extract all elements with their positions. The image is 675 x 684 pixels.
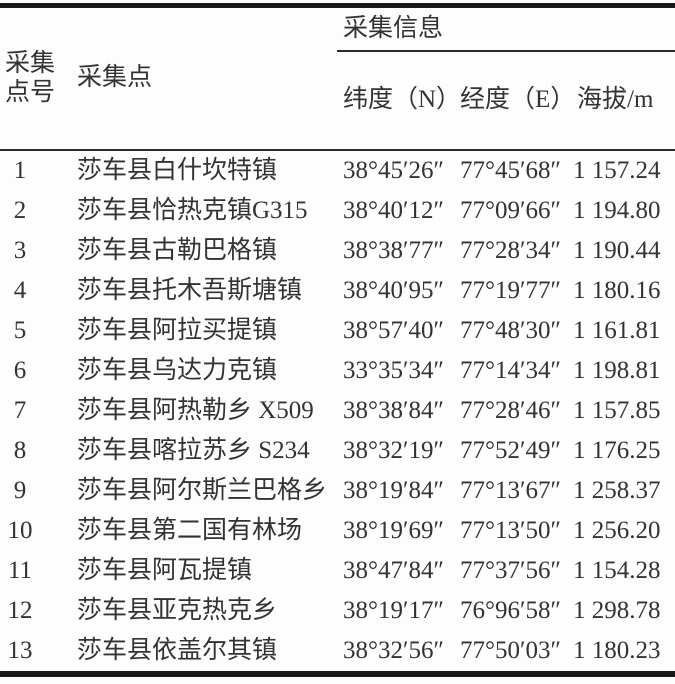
- cell-longitude: 77°37′56″: [460, 556, 561, 584]
- table-row: 8 莎车县喀拉苏乡 S234 38°32′19″ 77°52′49″ 1 176…: [0, 431, 675, 471]
- cell-latitude: 38°32′19″: [343, 436, 444, 464]
- cell-point-number: 11: [7, 556, 33, 584]
- header-sub-row: 纬度（N） 经度（E） 海拔/m: [0, 51, 675, 151]
- header-altitude: 海拔/m: [569, 51, 675, 151]
- cell-longitude: 77°14′34″: [460, 356, 561, 384]
- header-group-row: 采集 点号 采集点 采集信息: [0, 5, 675, 151]
- cell-point-number: 8: [13, 436, 27, 464]
- cell-point-number: 4: [13, 276, 27, 304]
- cell-point-name: 莎车县乌达力克镇: [77, 356, 278, 384]
- table-row: 5 莎车县阿拉买提镇 38°57′40″ 77°48′30″ 1 161.81: [0, 311, 675, 351]
- cell-altitude: 1 157.85: [573, 396, 661, 424]
- header-point-number-line2: 点号: [5, 78, 56, 106]
- cell-latitude: 38°47′84″: [343, 556, 444, 584]
- cell-altitude: 1 154.28: [573, 556, 661, 584]
- cell-point-number: 13: [7, 636, 33, 664]
- collection-points-table: 采集 点号 采集点 采集信息 纬度（N） 经度（E） 海拔/m 1 莎车县白什坎…: [0, 3, 675, 677]
- cell-point-number: 9: [13, 476, 27, 504]
- cell-altitude: 1 180.23: [573, 636, 661, 664]
- header-longitude: 经度（E）: [455, 51, 575, 151]
- table-body: 1 莎车县白什坎特镇 38°45′26″ 77°45′68″ 1 157.24 …: [0, 150, 675, 674]
- cell-point-name: 莎车县第二国有林场: [77, 516, 303, 544]
- table-row: 1 莎车县白什坎特镇 38°45′26″ 77°45′68″ 1 157.24: [0, 150, 675, 191]
- table-row: 12 莎车县亚克热克乡 38°19′17″ 76°96′58″ 1 298.78: [0, 591, 675, 631]
- table-row: 9 莎车县阿尔斯兰巴格乡 38°19′84″ 77°13′67″ 1 258.3…: [0, 471, 675, 511]
- cell-longitude: 77°52′49″: [460, 436, 561, 464]
- cell-point-number: 2: [13, 196, 27, 224]
- cell-point-number: 1: [13, 156, 27, 184]
- cell-latitude: 38°38′84″: [343, 396, 444, 424]
- cell-altitude: 1 190.44: [573, 236, 661, 264]
- cell-latitude: 38°38′77″: [343, 236, 444, 264]
- cell-point-name: 莎车县依盖尔其镇: [77, 636, 278, 664]
- cell-latitude: 38°40′12″: [343, 196, 444, 224]
- cell-latitude: 38°19′69″: [343, 516, 444, 544]
- cell-latitude: 38°32′56″: [343, 636, 444, 664]
- cell-longitude: 77°09′66″: [460, 196, 561, 224]
- cell-point-name: 莎车县古勒巴格镇: [77, 236, 278, 264]
- cell-longitude: 76°96′58″: [460, 596, 561, 624]
- header-point-number-line1: 采集: [5, 49, 56, 77]
- cell-altitude: 1 180.16: [573, 276, 661, 304]
- header-collection-info-spanner: 采集信息: [337, 5, 675, 52]
- cell-latitude: 38°19′17″: [343, 596, 444, 624]
- cell-point-name: 莎车县亚克热克乡: [77, 596, 278, 624]
- cell-point-number: 3: [13, 236, 27, 264]
- cell-altitude: 1 256.20: [573, 516, 661, 544]
- cell-altitude: 1 157.24: [573, 156, 661, 184]
- cell-point-name: 莎车县白什坎特镇: [77, 156, 278, 184]
- cell-altitude: 1 258.37: [573, 476, 661, 504]
- cell-point-name: 莎车县托木吾斯塘镇: [77, 276, 303, 304]
- cell-point-name: 莎车县喀拉苏乡 S234: [77, 436, 310, 464]
- header-point-name: 采集点: [40, 5, 337, 151]
- cell-longitude: 77°50′03″: [460, 636, 561, 664]
- cell-latitude: 38°45′26″: [343, 156, 444, 184]
- cell-point-name: 莎车县阿拉买提镇: [77, 316, 278, 344]
- cell-point-name: 莎车县阿尔斯兰巴格乡: [77, 476, 328, 504]
- cell-altitude: 1 298.78: [573, 596, 661, 624]
- cell-point-name: 莎车县阿热勒乡 X509: [77, 396, 314, 424]
- cell-altitude: 1 161.81: [573, 316, 661, 344]
- cell-latitude: 38°57′40″: [343, 316, 444, 344]
- cell-longitude: 77°13′67″: [460, 476, 561, 504]
- cell-point-number: 12: [7, 596, 33, 624]
- cell-latitude: 38°40′95″: [343, 276, 444, 304]
- cell-point-name: 莎车县恰热克镇G315: [77, 196, 308, 224]
- header-latitude: 纬度（N）: [337, 51, 461, 151]
- table-row: 13 莎车县依盖尔其镇 38°32′56″ 77°50′03″ 1 180.23: [0, 631, 675, 674]
- cell-longitude: 77°28′46″: [460, 396, 561, 424]
- cell-altitude: 1 198.81: [573, 356, 661, 384]
- table-row: 10 莎车县第二国有林场 38°19′69″ 77°13′50″ 1 256.2…: [0, 511, 675, 551]
- table-row: 6 莎车县乌达力克镇 33°35′34″ 77°14′34″ 1 198.81: [0, 351, 675, 391]
- cell-longitude: 77°13′50″: [460, 516, 561, 544]
- cell-longitude: 77°19′77″: [460, 276, 561, 304]
- cell-longitude: 77°28′34″: [460, 236, 561, 264]
- cell-longitude: 77°48′30″: [460, 316, 561, 344]
- cell-point-number: 7: [13, 396, 27, 424]
- cell-latitude: 33°35′34″: [343, 356, 444, 384]
- cell-point-number: 10: [7, 516, 33, 544]
- table-row: 7 莎车县阿热勒乡 X509 38°38′84″ 77°28′46″ 1 157…: [0, 391, 675, 431]
- cell-latitude: 38°19′84″: [343, 476, 444, 504]
- table-row: 11 莎车县阿瓦提镇 38°47′84″ 77°37′56″ 1 154.28: [0, 551, 675, 591]
- table-row: 3 莎车县古勒巴格镇 38°38′77″ 77°28′34″ 1 190.44: [0, 231, 675, 271]
- table-row: 4 莎车县托木吾斯塘镇 38°40′95″ 77°19′77″ 1 180.16: [0, 271, 675, 311]
- cell-point-number: 5: [13, 316, 27, 344]
- cell-longitude: 77°45′68″: [460, 156, 561, 184]
- header-point-number: 采集 点号: [0, 5, 56, 151]
- cell-point-name: 莎车县阿瓦提镇: [77, 556, 253, 584]
- table-row: 2 莎车县恰热克镇G315 38°40′12″ 77°09′66″ 1 194.…: [0, 191, 675, 231]
- cell-altitude: 1 176.25: [573, 436, 661, 464]
- cell-point-number: 6: [13, 356, 27, 384]
- cell-altitude: 1 194.80: [573, 196, 661, 224]
